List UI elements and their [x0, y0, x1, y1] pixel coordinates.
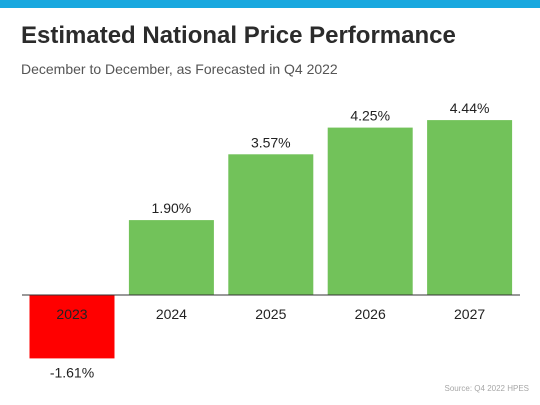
category-label-2027: 2027	[454, 306, 485, 322]
data-label-2027: 4.44%	[450, 100, 490, 116]
bar-2024	[128, 220, 214, 295]
data-label-2024: 1.90%	[152, 200, 192, 216]
bar-2026	[327, 127, 413, 295]
source-note: Source: Q4 2022 HPES	[444, 384, 530, 393]
data-label-2025: 3.57%	[251, 134, 291, 150]
bar-2025	[228, 154, 314, 295]
top-accent-bar	[0, 0, 540, 8]
bar-2023	[29, 295, 115, 359]
bar-2027	[427, 120, 513, 295]
category-label-2023: 2023	[56, 306, 87, 322]
category-label-2026: 2026	[355, 306, 386, 322]
category-label-2024: 2024	[156, 306, 187, 322]
chart-subtitle: December to December, as Forecasted in Q…	[21, 61, 338, 77]
category-label-2025: 2025	[255, 306, 286, 322]
chart-title: Estimated National Price Performance	[21, 22, 456, 49]
data-label-2023: -1.61%	[50, 364, 94, 380]
data-label-2026: 4.25%	[350, 108, 390, 124]
